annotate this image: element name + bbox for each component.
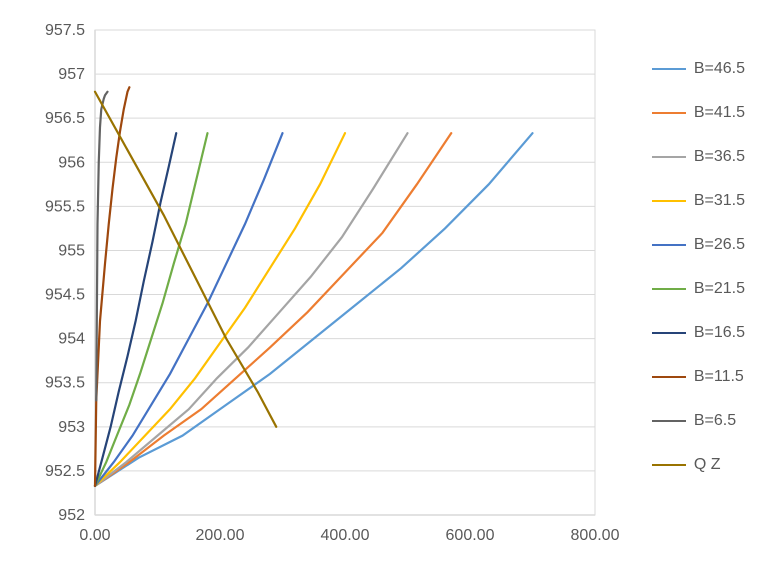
y-tick-label: 957 bbox=[58, 66, 85, 83]
y-tick-label: 956.5 bbox=[45, 110, 85, 127]
x-tick-label: 200.00 bbox=[196, 527, 245, 544]
y-tick-label: 956 bbox=[58, 154, 85, 171]
x-tick-label: 600.00 bbox=[446, 527, 495, 544]
legend-item: B=46.5 bbox=[652, 60, 745, 78]
legend-swatch bbox=[652, 200, 686, 202]
legend-item: B=21.5 bbox=[652, 280, 745, 298]
legend-swatch bbox=[652, 464, 686, 466]
legend-label: B=11.5 bbox=[694, 368, 744, 386]
legend-label: B=26.5 bbox=[694, 236, 745, 254]
chart-container: 952 952.5 953 953.5 954 954.5 955 955.5 956 956.5… bbox=[0, 0, 760, 570]
legend-item: B=6.5 bbox=[652, 412, 745, 430]
legend-item: B=26.5 bbox=[652, 236, 745, 254]
legend-label: B=46.5 bbox=[694, 60, 745, 78]
y-tick-label: 953.5 bbox=[45, 375, 85, 392]
legend-item: B=36.5 bbox=[652, 148, 745, 166]
x-tick-label: 0.00 bbox=[79, 527, 110, 544]
y-tick-label: 954.5 bbox=[45, 287, 85, 304]
legend-item: Q Z bbox=[652, 456, 745, 474]
legend-label: B=41.5 bbox=[694, 104, 745, 122]
chart-svg: 952 952.5 953 953.5 954 954.5 955 955.5 956 956.5… bbox=[0, 0, 760, 570]
y-tick-label: 952.5 bbox=[45, 463, 85, 480]
legend-swatch bbox=[652, 376, 686, 378]
legend-label: B=16.5 bbox=[694, 324, 745, 342]
legend-label: B=21.5 bbox=[694, 280, 745, 298]
legend-swatch bbox=[652, 112, 686, 114]
legend-label: Q Z bbox=[694, 456, 721, 474]
legend-swatch bbox=[652, 244, 686, 246]
legend-swatch bbox=[652, 68, 686, 70]
y-tick-label: 957.5 bbox=[45, 22, 85, 39]
legend-item: B=41.5 bbox=[652, 104, 745, 122]
legend-label: B=36.5 bbox=[694, 148, 745, 166]
y-tick-label: 954 bbox=[58, 331, 85, 348]
legend-label: B=6.5 bbox=[694, 412, 736, 430]
y-tick-label: 955 bbox=[58, 242, 85, 259]
legend-item: B=11.5 bbox=[652, 368, 745, 386]
legend-item: B=31.5 bbox=[652, 192, 745, 210]
legend-item: B=16.5 bbox=[652, 324, 745, 342]
y-tick-label: 952 bbox=[58, 507, 85, 524]
y-tick-label: 953 bbox=[58, 419, 85, 436]
legend-swatch bbox=[652, 288, 686, 290]
y-tick-label: 955.5 bbox=[45, 198, 85, 215]
legend-swatch bbox=[652, 156, 686, 158]
x-tick-label: 400.00 bbox=[321, 527, 370, 544]
x-tick-label: 800.00 bbox=[571, 527, 620, 544]
legend-label: B=31.5 bbox=[694, 192, 745, 210]
legend-swatch bbox=[652, 420, 686, 422]
legend-swatch bbox=[652, 332, 686, 334]
legend: B=46.5 B=41.5 B=36.5 B=31.5 B=26.5 B=21.5 B=16… bbox=[652, 60, 745, 500]
